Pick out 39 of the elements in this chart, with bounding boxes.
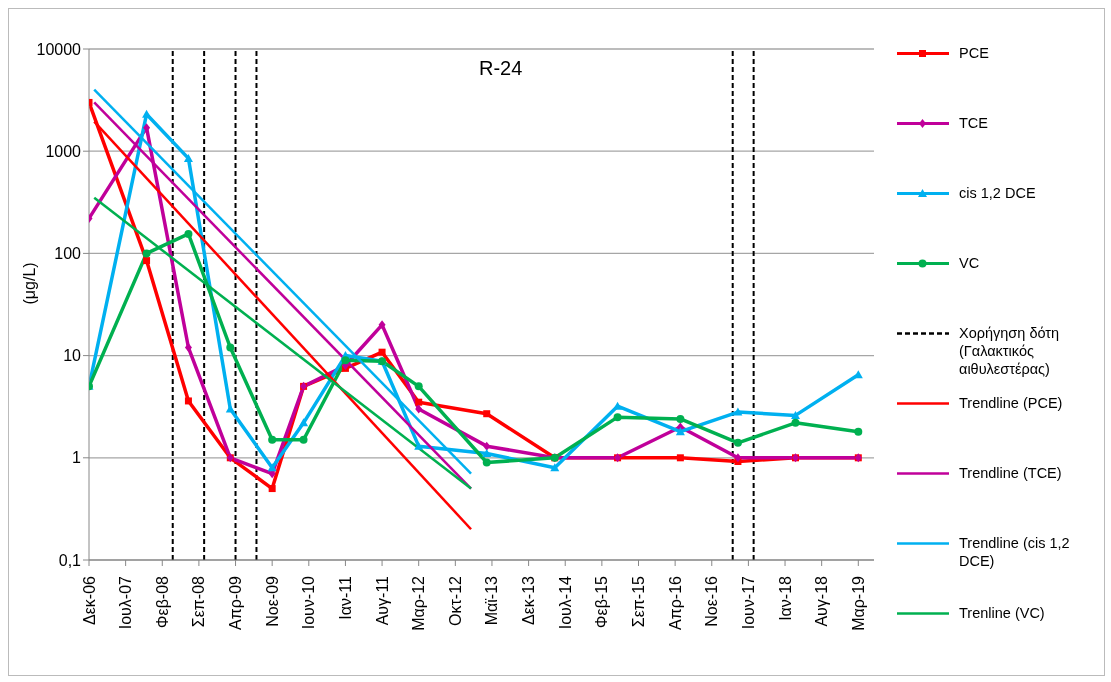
y-tick-label: 1 [72, 449, 82, 467]
legend-label: PCE [959, 44, 989, 62]
x-tick-label: Σεπ-08 [190, 575, 208, 628]
legend-label: Trendline (cis 1,2 DCE) [959, 534, 1071, 570]
legend-label: cis 1,2 DCE [959, 184, 1036, 202]
x-tick-label: Οκτ-12 [446, 575, 464, 626]
x-tick-label: Ιουν-10 [300, 575, 318, 630]
x-tick-label: Μαϊ-13 [483, 575, 501, 626]
x-tick-label: Ιαν-11 [336, 575, 354, 620]
y-tick-label: 0,1 [58, 551, 82, 569]
y-tick-label: 10000 [36, 40, 82, 58]
legend-label: Trenline (VC) [959, 604, 1045, 622]
x-tick-label: Ιουλ-07 [117, 575, 135, 630]
y-axis-title: (μg/L) [20, 262, 38, 305]
legend-label: Trendline (TCE) [959, 464, 1062, 482]
x-tick-label: Αυγ-18 [813, 575, 831, 627]
x-tick-label: Δεκ-06 [80, 575, 98, 625]
x-tick-label: Νοε-09 [263, 575, 281, 627]
x-tick-label: Μαρ-12 [410, 575, 428, 631]
x-tick-label: Ιουλ-14 [556, 575, 574, 630]
x-tick-label: Αυγ-11 [373, 575, 391, 626]
legend-label: TCE [959, 114, 988, 132]
x-tick-label: Απρ-16 [666, 575, 684, 630]
legend-label: Trendline (PCE) [959, 394, 1063, 412]
x-tick-label: Δεκ-13 [520, 575, 538, 625]
x-tick-label: Μαρ-19 [849, 575, 867, 631]
y-tick-label: 100 [54, 245, 82, 263]
x-tick-label: Ιαν-18 [776, 575, 794, 621]
y-tick-label: 10 [63, 347, 82, 365]
legend-label: VC [959, 254, 980, 272]
x-tick-label: Νοε-16 [703, 575, 721, 627]
text: Χορήγηση δότη (Γαλακτικός αιθυλεστέρας) [959, 324, 1061, 378]
x-tick-label: Φεβ-15 [593, 575, 611, 629]
y-tick-label: 1000 [45, 142, 82, 160]
chart-title: R-24 [479, 57, 523, 80]
x-tick-label: Ιουν-17 [739, 575, 757, 630]
x-tick-label: Φεβ-08 [153, 575, 171, 629]
x-tick-label: Σεπ-15 [630, 575, 647, 628]
x-tick-label: Απρ-09 [227, 575, 245, 630]
